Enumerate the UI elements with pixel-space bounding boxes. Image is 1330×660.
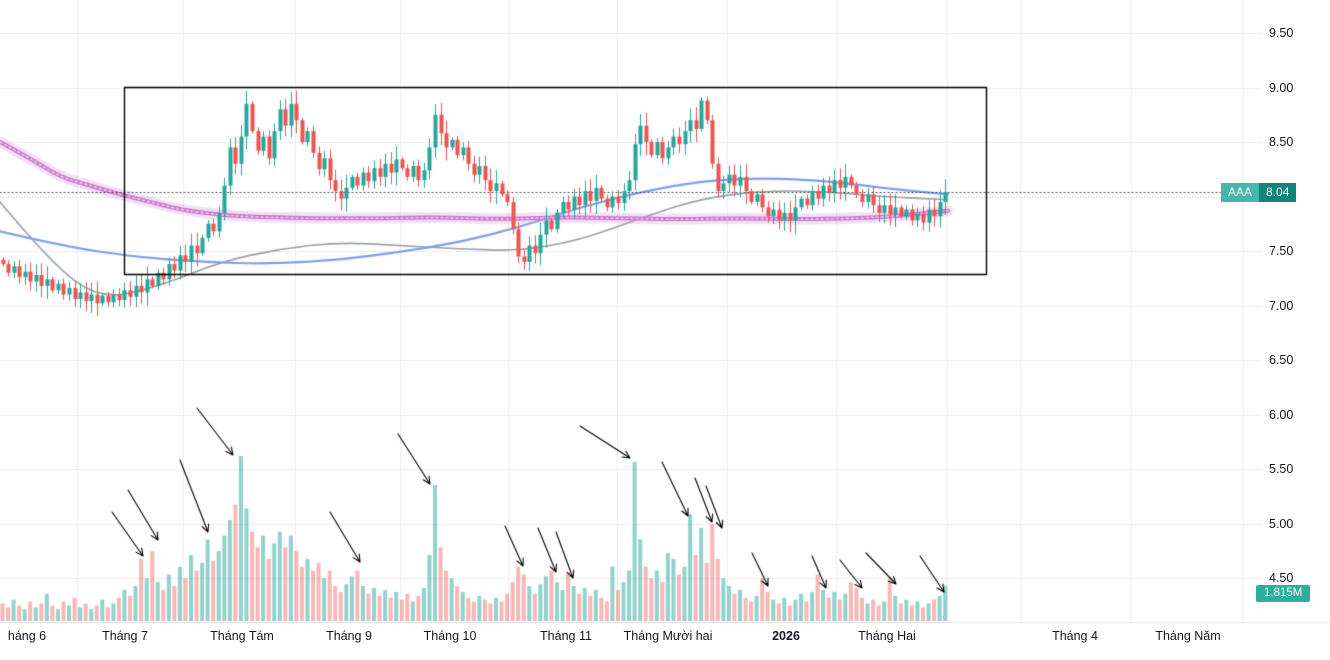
time-axis-label: Tháng 10 xyxy=(423,629,477,643)
price-axis-label: 4.50 xyxy=(1269,571,1294,585)
price-axis-label: 6.50 xyxy=(1269,353,1294,367)
time-axis-label: 2026 xyxy=(772,629,800,643)
price-axis-label: 9.00 xyxy=(1269,80,1294,95)
time-axis-label: Tháng Hai xyxy=(858,629,916,643)
volume-badge: 1.815M xyxy=(1256,585,1311,602)
time-axis-label: Tháng 9 xyxy=(326,629,372,643)
time-axis-label: Tháng Mười hai xyxy=(623,629,713,643)
time-axis-label: Tháng Tám xyxy=(210,629,274,643)
price-axis-label: 7.00 xyxy=(1269,298,1294,313)
time-axis-label: Tháng Năm xyxy=(1155,629,1221,643)
time-axis-label: Tháng 11 xyxy=(540,629,592,643)
price-axis-label: 5.50 xyxy=(1269,462,1294,476)
time-axis-label: háng 6 xyxy=(7,629,47,643)
symbol-badge: AAA xyxy=(1221,183,1260,202)
time-axis-label: Tháng 7 xyxy=(102,629,148,643)
time-axis-label: Tháng 4 xyxy=(1052,629,1098,643)
price-axis-label: 7.50 xyxy=(1269,244,1294,258)
price-axis-label: 6.00 xyxy=(1269,407,1294,422)
price-axis-label: 9.50 xyxy=(1269,26,1294,40)
last-price-label: AAA 8.04 xyxy=(1221,183,1297,202)
last-price-badge: 8.04 xyxy=(1259,183,1297,202)
price-axis-label: 8.50 xyxy=(1269,135,1294,149)
price-axis-label: 5.00 xyxy=(1269,516,1294,531)
